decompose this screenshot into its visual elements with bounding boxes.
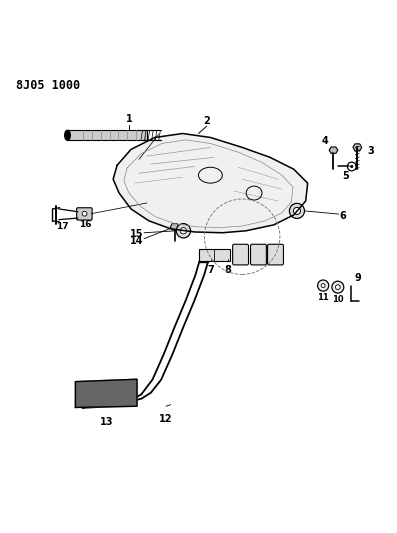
Text: 10: 10 [332,295,344,304]
Text: 2: 2 [203,116,210,126]
Circle shape [289,204,304,219]
Polygon shape [67,131,147,140]
Circle shape [335,285,340,289]
Circle shape [332,281,344,293]
FancyBboxPatch shape [251,244,266,265]
Text: 15: 15 [130,229,144,239]
Text: 3: 3 [367,147,374,156]
Circle shape [351,165,353,168]
Polygon shape [329,147,338,154]
Circle shape [82,211,87,216]
Polygon shape [113,133,308,233]
Text: 13: 13 [100,417,113,427]
FancyBboxPatch shape [233,244,249,265]
FancyBboxPatch shape [268,244,283,265]
Text: 9: 9 [355,273,361,283]
Circle shape [318,280,329,291]
Text: 17: 17 [56,222,69,231]
Circle shape [176,224,191,238]
Text: 8: 8 [225,264,232,274]
Polygon shape [198,248,230,261]
Polygon shape [353,144,362,151]
Text: 6: 6 [339,211,346,221]
Text: 11: 11 [317,294,329,303]
Text: 12: 12 [159,414,173,424]
Text: 14: 14 [130,236,144,246]
Circle shape [321,284,325,287]
Text: 16: 16 [79,220,91,229]
Text: 8J05 1000: 8J05 1000 [16,79,80,92]
Circle shape [293,207,301,214]
Text: 4: 4 [322,136,329,146]
Polygon shape [170,224,179,230]
Text: 7: 7 [208,264,215,274]
Ellipse shape [65,131,70,140]
Polygon shape [75,379,137,407]
FancyBboxPatch shape [77,208,92,220]
Circle shape [180,228,187,234]
Text: 1: 1 [125,115,133,124]
Text: 5: 5 [342,171,349,181]
